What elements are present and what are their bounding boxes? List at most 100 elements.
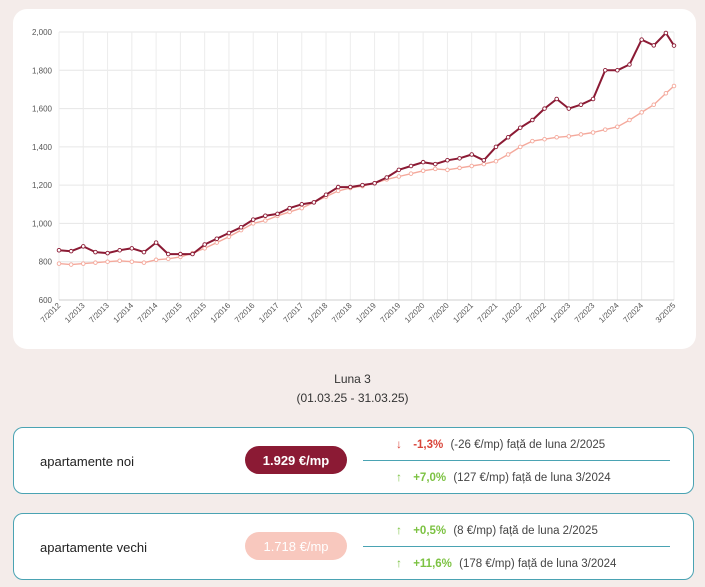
series-point [408,171,414,176]
stat-label: apartamente vechi [40,540,147,555]
series-point [287,209,292,215]
x-tick-label: 1/2014 [112,301,136,325]
series-point [566,134,572,139]
x-tick-label: 7/2018 [330,301,354,325]
series-point [433,161,438,167]
change-absolute: (178 €/mp) [459,558,515,570]
y-tick-label: 1,000 [32,219,53,228]
x-tick-label: 1/2017 [257,301,281,325]
change-percent: +7,0% [413,472,447,484]
series-point [299,202,305,207]
series-point [141,249,147,255]
series-point [93,249,98,255]
series-point [627,117,632,123]
series-point [651,102,657,107]
period-range: (01.03.25 - 31.03.25) [296,391,409,405]
change-row-monthly: ↑ +0,5% (8 €/mp) față de luna 2/2025 [396,523,598,537]
series-point [93,260,98,265]
x-tick-label: 7/2021 [476,301,500,325]
series-point [372,180,377,186]
series-point [671,83,677,89]
series-point [590,96,596,102]
series-point [505,135,511,140]
price-line-chart: 600 800 1,000 1,200 1,400 1,600 1,800 2,000 7/20… [32,28,678,325]
series-point [469,163,474,169]
series-point [396,174,402,179]
series-point [275,211,280,217]
series-point [68,248,74,254]
x-tick-label: 7/2015 [184,301,208,325]
series-point [117,247,122,253]
change-row-yearly: ↑ +11,6% (178 €/mp) față de luna 3/2024 [396,556,616,570]
price-chart-card: 600 800 1,000 1,200 1,400 1,600 1,800 2,000 7/20… [13,9,696,349]
series-point [481,161,487,167]
x-tick-label: 1/2019 [354,301,378,325]
series-point [530,138,535,144]
price-badge: 1.929 €/mp [245,446,347,474]
series-point [457,156,462,161]
series-point [615,68,620,73]
series-point [129,246,135,251]
change-text: față de luna 2/2025 [506,439,606,451]
series-point [578,102,584,107]
x-tick-label: 1/2022 [500,301,524,325]
x-tick-label: 1/2016 [209,301,233,325]
x-tick-label: 3/2025 [654,301,678,325]
series-point [663,91,669,96]
series-point [68,262,74,267]
series-point [129,259,135,264]
series-point [311,200,317,205]
change-row-yearly: ↑ +7,0% (127 €/mp) față de luna 3/2024 [396,470,611,484]
change-text: față de luna 3/2024 [517,558,617,570]
x-tick-label: 7/2016 [233,301,257,325]
y-tick-label: 600 [39,296,53,305]
series-point [153,257,159,263]
change-text: față de luna 2/2025 [499,525,598,537]
series-point [651,43,657,48]
x-tick-label: 7/2020 [427,301,451,325]
y-tick-label: 2,000 [32,28,53,37]
series-point [56,261,62,266]
y-tick-label: 800 [39,258,53,267]
change-percent: +0,5% [413,525,447,537]
series-point [250,221,256,226]
change-absolute: (-26 €/mp) [450,439,504,451]
series-point [578,132,584,137]
arrow-up-icon: ↑ [396,470,402,484]
arrow-up-icon: ↑ [396,556,402,570]
x-tick-label: 7/2014 [136,301,160,325]
period-title: Luna 3 [334,372,371,386]
change-text: față de luna 3/2024 [512,472,611,484]
series-point [505,152,511,157]
stat-card-old-apartments: apartamente vechi 1.718 €/mp ↑ +0,5% (8 … [13,513,694,580]
series-point [445,158,450,163]
series-point [639,110,644,115]
series-point [420,168,426,174]
series-point [165,256,171,262]
series-point [639,37,644,42]
series-point [81,244,86,249]
series-point [481,158,487,163]
series-point [214,236,220,241]
series-point [263,213,268,219]
x-tick-label: 1/2020 [403,301,427,325]
series-point [105,259,110,264]
series-line-new [58,32,675,256]
series-point [663,30,669,36]
change-percent: +11,6% [413,558,452,570]
series-point [542,106,547,111]
series-point [433,166,438,172]
series-point [141,260,147,265]
series-line-old [58,85,675,266]
divider [363,460,670,461]
series-point [117,258,122,264]
series-point [323,192,329,197]
series-point [335,188,341,194]
y-tick-label: 1,200 [32,181,53,190]
series-point [518,144,523,150]
x-tick-label: 7/2019 [379,301,403,325]
x-tick-label: 1/2015 [160,301,184,325]
series-point [542,136,547,142]
change-percent: -1,3% [413,439,444,451]
x-tick-label: 7/2023 [573,301,597,325]
